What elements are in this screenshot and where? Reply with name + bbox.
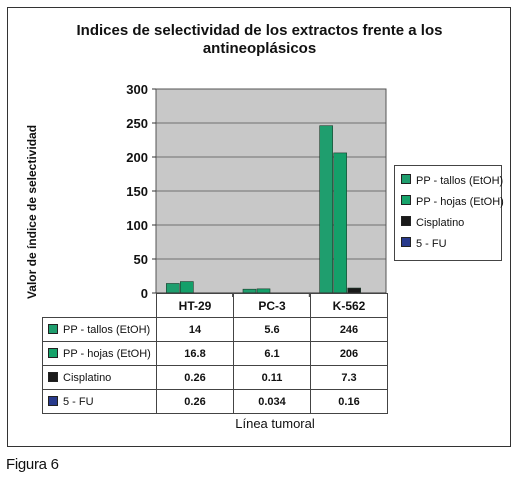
data-table: HT-29 PC-3 K-562 PP - tallos (EtOH) 14 5… (42, 293, 388, 414)
chart-title: Indices de selectividad de los extractos… (0, 22, 519, 58)
table-corner (43, 294, 157, 318)
y-tick-label: 200 (126, 150, 148, 165)
legend-swatch-cisplatino (401, 216, 411, 226)
table-row-label: Cisplatino (63, 371, 112, 384)
bar (333, 152, 347, 294)
table-cell: 0.034 (233, 389, 311, 414)
legend-swatch-pp-hojas (401, 195, 411, 205)
table-row-label: PP - tallos (EtOH) (63, 323, 151, 336)
bar (319, 125, 333, 294)
table-col-head: PC-3 (233, 293, 311, 318)
y-tick-label: 50 (134, 252, 148, 267)
y-tick-label: 150 (126, 184, 148, 199)
legend-label-pp-tallos: PP - tallos (EtOH) (416, 175, 504, 187)
table-row: PP - hojas (EtOH) 16.8 6.1 206 (42, 341, 388, 366)
table-cell: 206 (310, 341, 388, 366)
y-tick-label: 0 (141, 286, 148, 301)
legend-label-cisplatino: Cisplatino (416, 217, 465, 229)
table-row: 5 - FU 0.26 0.034 0.16 (42, 389, 388, 414)
table-cell: 246 (310, 317, 388, 342)
legend-item-5-fu: 5 - FU (401, 237, 447, 250)
table-swatch (48, 395, 58, 406)
table-row-head: Cisplatino (42, 365, 157, 390)
table-swatch (48, 371, 58, 382)
table-col-head: K-562 (310, 293, 388, 318)
y-tick-label: 250 (126, 116, 148, 131)
table-row: PP - tallos (EtOH) 14 5.6 246 (42, 317, 388, 342)
legend-item-cisplatino: Cisplatino (401, 216, 464, 229)
legend: PP - tallos (EtOH) PP - hojas (EtOH) Cis… (394, 165, 504, 261)
table-row-head: PP - hojas (EtOH) (42, 341, 157, 366)
x-axis-label: Línea tumoral (235, 416, 315, 431)
figure-caption: Figura 6 (6, 456, 59, 473)
table-cell: 5.6 (233, 317, 311, 342)
table-col-head: HT-29 (156, 293, 234, 318)
y-tick-label: 300 (126, 82, 148, 97)
table-cell: 0.26 (156, 389, 234, 414)
table-row-head: 5 - FU (42, 389, 157, 414)
table-cell: 14 (156, 317, 234, 342)
table-cell: 0.11 (233, 365, 311, 390)
table-swatch (48, 323, 58, 334)
legend-item-pp-hojas: PP - hojas (EtOH) (401, 195, 504, 208)
chart-title-line-2: antineoplásicos (202, 40, 317, 57)
table-cell: 0.16 (310, 389, 388, 414)
table-cell: 0.26 (156, 365, 234, 390)
table-row-head: PP - tallos (EtOH) (42, 317, 157, 342)
table-cell: 6.1 (233, 341, 311, 366)
legend-swatch-pp-tallos (401, 174, 411, 184)
legend-swatch-5-fu (401, 237, 411, 247)
chart-title-line-1: Indices de selectividad de los extractos… (76, 22, 443, 39)
table-row-label: PP - hojas (EtOH) (63, 347, 151, 360)
legend-item-pp-tallos: PP - tallos (EtOH) (401, 174, 503, 187)
y-tick-label: 100 (126, 218, 148, 233)
legend-label-5-fu: 5 - FU (416, 238, 447, 250)
bar (180, 281, 194, 294)
table-row: Cisplatino 0.26 0.11 7.3 (42, 365, 388, 390)
legend-label-pp-hojas: PP - hojas (EtOH) (416, 196, 504, 208)
table-swatch (48, 347, 58, 358)
table-row-label: 5 - FU (63, 395, 94, 408)
table-header-row: HT-29 PC-3 K-562 (43, 293, 388, 318)
table-cell: 7.3 (310, 365, 388, 390)
table-cell: 16.8 (156, 341, 234, 366)
bar (166, 283, 180, 294)
